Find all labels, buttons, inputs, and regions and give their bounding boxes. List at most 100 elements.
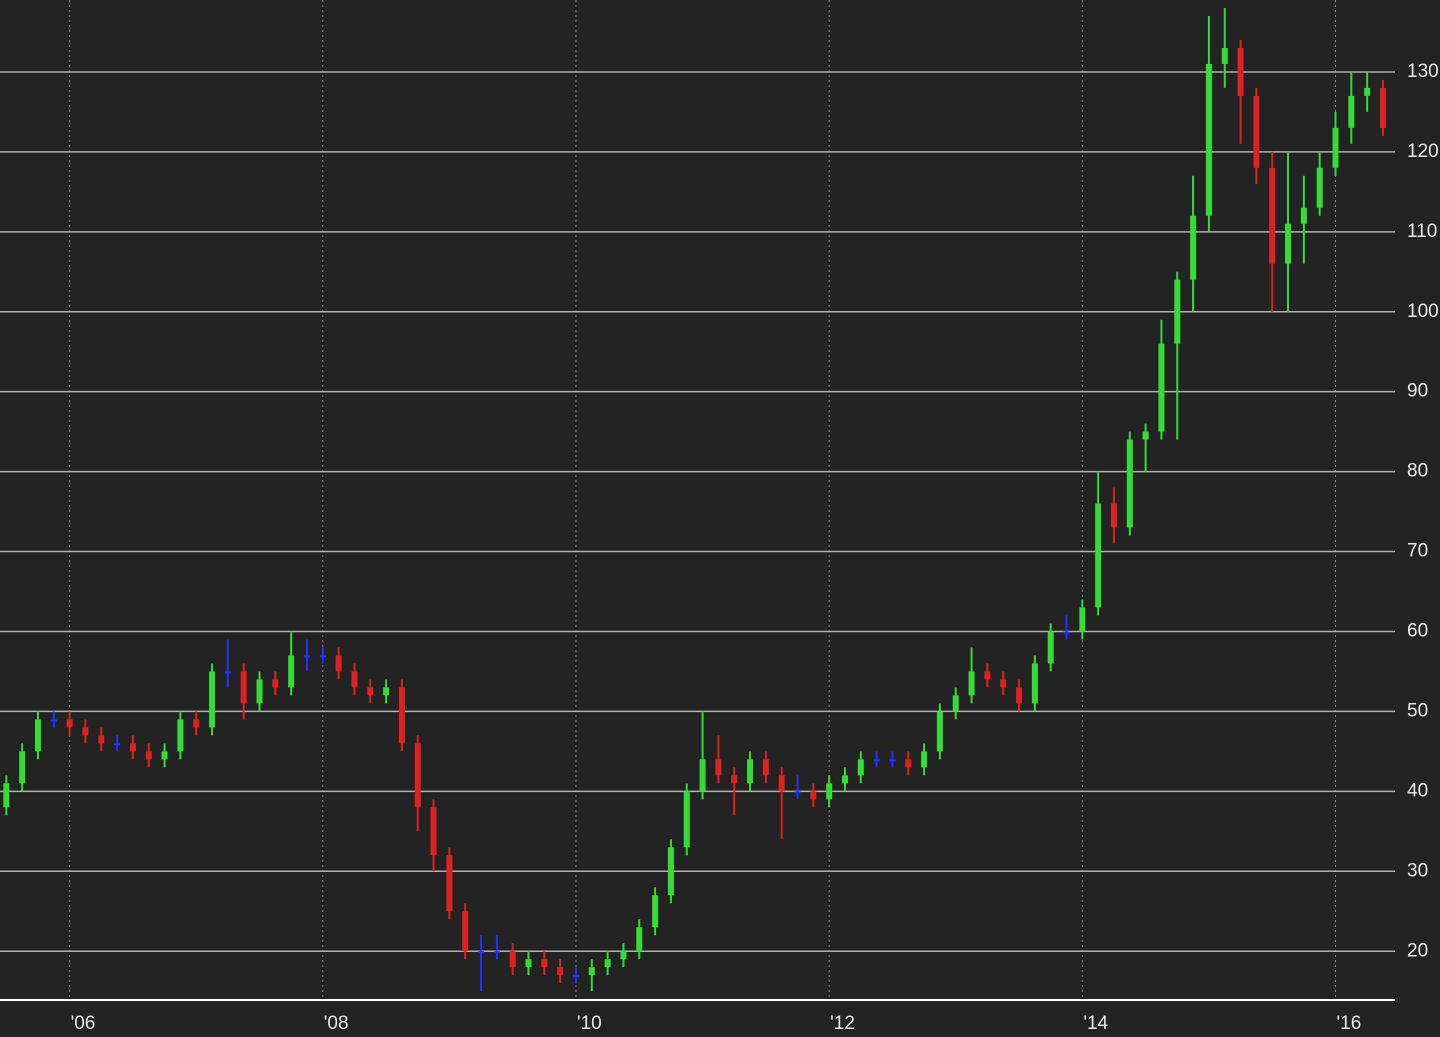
candle-body bbox=[794, 791, 801, 794]
candle-body bbox=[98, 735, 105, 744]
candle-body bbox=[493, 951, 500, 954]
candle-body bbox=[240, 671, 247, 704]
candle-body bbox=[636, 927, 643, 952]
candle-body bbox=[1300, 207, 1307, 224]
candle-body bbox=[319, 655, 326, 658]
candle-body bbox=[1079, 607, 1086, 632]
candle-body bbox=[114, 743, 121, 746]
candle-body bbox=[667, 847, 674, 896]
candle-body bbox=[826, 783, 833, 800]
candle-body bbox=[1174, 279, 1181, 344]
candle-body bbox=[256, 679, 263, 704]
candle-body bbox=[857, 759, 864, 776]
x-tick-label: '16 bbox=[1337, 1013, 1362, 1034]
candle-body bbox=[1205, 63, 1212, 216]
candle-body bbox=[652, 895, 659, 928]
candle-body bbox=[1221, 47, 1228, 64]
candle-body bbox=[209, 671, 216, 728]
candle-body bbox=[193, 719, 200, 728]
x-tick-label: '10 bbox=[577, 1013, 602, 1034]
candle-body bbox=[1285, 223, 1292, 264]
candle-body bbox=[747, 759, 754, 784]
candle-body bbox=[50, 719, 57, 722]
candle-body bbox=[1269, 167, 1276, 264]
candle-body bbox=[1031, 663, 1038, 704]
candle-body bbox=[224, 671, 231, 674]
y-tick-label: 130 bbox=[1407, 61, 1439, 82]
candle-body bbox=[620, 951, 627, 960]
candle-body bbox=[1047, 631, 1054, 664]
candle-body bbox=[462, 911, 469, 952]
candle-body bbox=[1142, 431, 1149, 440]
candle-body bbox=[936, 711, 943, 752]
x-tick-label: '08 bbox=[324, 1013, 349, 1034]
candle-body bbox=[430, 807, 437, 856]
candle-body bbox=[177, 719, 184, 752]
candle-body bbox=[968, 671, 975, 696]
candle-body bbox=[905, 759, 912, 768]
candle-body bbox=[557, 967, 564, 976]
candle-body bbox=[398, 687, 405, 744]
candle-body bbox=[1237, 47, 1244, 96]
candle-body bbox=[525, 959, 532, 968]
x-tick-label: '12 bbox=[830, 1013, 855, 1034]
candle-body bbox=[588, 967, 595, 976]
candle-body bbox=[335, 655, 342, 672]
candle-body bbox=[446, 855, 453, 912]
candle-body bbox=[541, 959, 548, 968]
candle-body bbox=[82, 727, 89, 736]
candle-body bbox=[288, 655, 295, 688]
candle-body bbox=[1364, 87, 1371, 96]
candle-body bbox=[303, 655, 310, 658]
candle-body bbox=[841, 775, 848, 784]
candle-body bbox=[731, 775, 738, 784]
y-tick-label: 110 bbox=[1407, 221, 1437, 242]
candle-body bbox=[1348, 95, 1355, 128]
x-tick-label: '14 bbox=[1083, 1013, 1108, 1034]
candle-body bbox=[1126, 439, 1133, 528]
candle-body bbox=[952, 695, 959, 712]
candle-body bbox=[1063, 631, 1070, 634]
candle-body bbox=[1332, 127, 1339, 168]
candle-body bbox=[762, 759, 769, 776]
candle-body bbox=[873, 759, 880, 762]
candle-body bbox=[1095, 503, 1102, 608]
candle-body bbox=[1110, 503, 1117, 528]
y-tick-label: 70 bbox=[1407, 541, 1428, 562]
candle-body bbox=[1016, 687, 1023, 704]
candle-body bbox=[778, 775, 785, 792]
candle-body bbox=[272, 679, 279, 688]
candle-body bbox=[572, 975, 579, 978]
y-tick-label: 120 bbox=[1407, 141, 1439, 162]
y-tick-label: 50 bbox=[1407, 700, 1428, 721]
candle-body bbox=[66, 719, 73, 728]
candle-body bbox=[34, 719, 41, 752]
candle-body bbox=[1253, 95, 1260, 168]
y-tick-label: 60 bbox=[1407, 621, 1428, 642]
candle-body bbox=[889, 759, 896, 762]
x-tick-label: '06 bbox=[71, 1013, 96, 1034]
candle-body bbox=[19, 751, 26, 784]
candle-body bbox=[1000, 679, 1007, 688]
candle-body bbox=[161, 751, 168, 760]
y-tick-label: 100 bbox=[1407, 301, 1439, 322]
y-tick-label: 30 bbox=[1407, 860, 1428, 881]
candle-body bbox=[3, 783, 10, 808]
candle-body bbox=[1190, 215, 1197, 280]
candle-body bbox=[414, 743, 421, 808]
candle-body bbox=[129, 743, 136, 752]
y-tick-label: 80 bbox=[1407, 461, 1428, 482]
candle-body bbox=[810, 791, 817, 800]
candle-body bbox=[1158, 343, 1165, 432]
candle-body bbox=[509, 951, 516, 968]
candle-body bbox=[145, 751, 152, 760]
candle-body bbox=[351, 671, 358, 688]
candle-body bbox=[367, 687, 374, 696]
y-tick-label: 40 bbox=[1407, 780, 1428, 801]
y-tick-label: 90 bbox=[1407, 381, 1428, 402]
candle-body bbox=[683, 791, 690, 848]
candle-body bbox=[1379, 87, 1386, 128]
